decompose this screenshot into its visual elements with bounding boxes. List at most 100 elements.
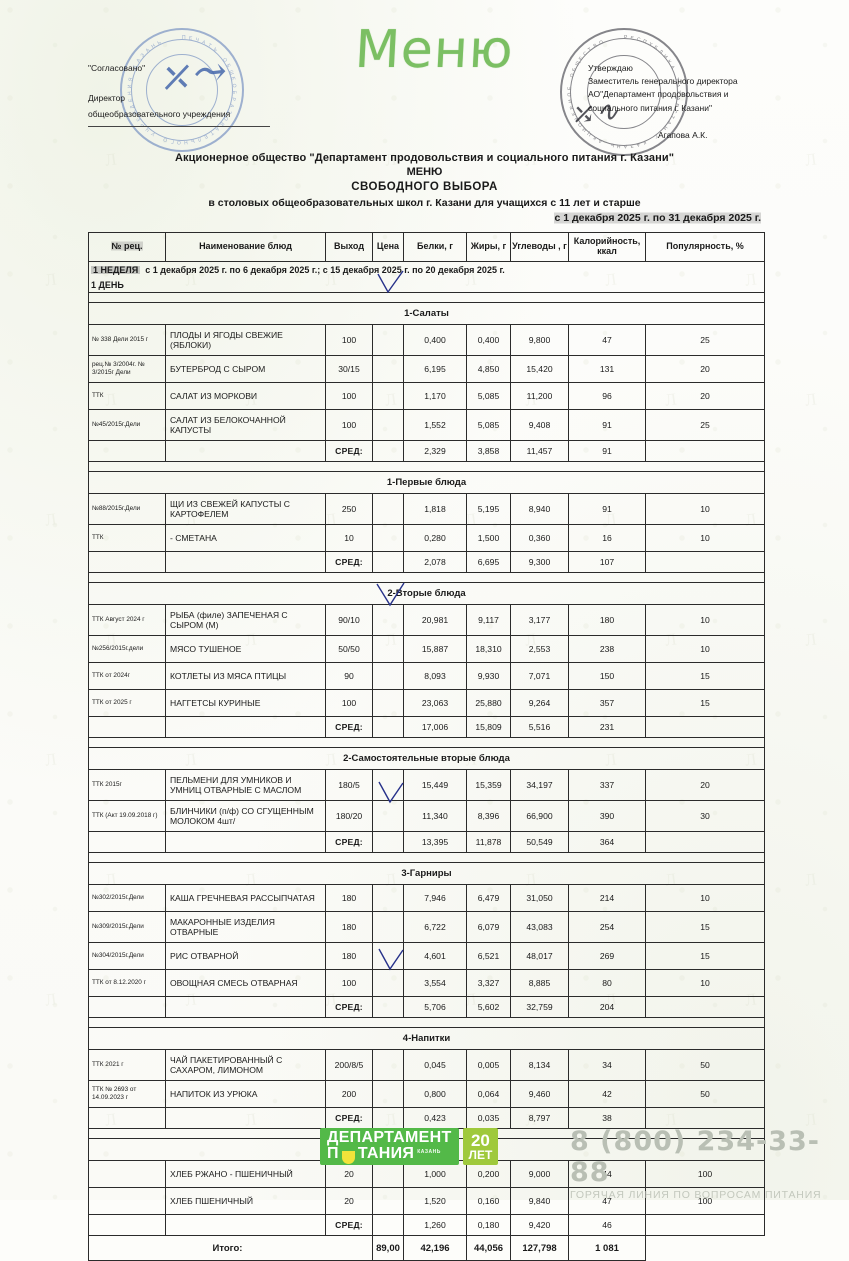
cell-popularity: 10 xyxy=(645,635,765,663)
cell-protein: 4,601 xyxy=(403,942,467,970)
cell-dish-name: БУТЕРБРОД С СЫРОМ xyxy=(165,355,326,383)
cell-popularity: 20 xyxy=(645,355,765,383)
cell-carbs: 9,408 xyxy=(510,409,569,441)
total-row: Итого: 89,00 42,196 44,056 127,798 1 081 xyxy=(88,1235,765,1261)
avg-protein: 17,006 xyxy=(403,716,467,738)
cell-carbs: 66,900 xyxy=(510,800,569,832)
cell-price xyxy=(372,800,404,832)
approval-role-right-3: социального питания г. Казани" xyxy=(588,102,712,113)
signature-line-left xyxy=(88,126,270,127)
avg-fat: 11,878 xyxy=(466,831,511,853)
cell-calories: 269 xyxy=(568,942,646,970)
table-row: ТТК - СМЕТАНА 10 0,280 1,500 0,360 16 10 xyxy=(88,524,765,552)
cell-price xyxy=(372,884,404,912)
approval-signer-name: Агапова А.К. xyxy=(658,129,708,140)
cell-protein: 0,400 xyxy=(403,324,467,356)
table-row: рец.№ 3/2004г. № 3/2015г Дели БУТЕРБРОД С… xyxy=(88,355,765,383)
cell-calories: 91 xyxy=(568,409,646,441)
cell-protein: 1,818 xyxy=(403,493,467,525)
logo-line-2-a: П xyxy=(327,1145,339,1162)
group-header-row: 2-Вторые блюда xyxy=(88,582,765,605)
group-title: 2-Вторые блюда xyxy=(88,582,765,605)
cell-dish-name: КАША ГРЕЧНЕВАЯ РАССЫПЧАТАЯ xyxy=(165,884,326,912)
cell-recipe-number: ТТК от 2025 г xyxy=(88,689,166,717)
cell-calories: 254 xyxy=(568,911,646,943)
avg-empty-price xyxy=(372,1214,404,1236)
cell-carbs: 7,071 xyxy=(510,662,569,690)
avg-empty-price xyxy=(372,831,404,853)
avg-calories: 364 xyxy=(568,831,646,853)
table-row: №304/2015г.Дели РИС ОТВАРНОЙ 180 4,601 6,521… xyxy=(88,942,765,970)
cell-protein: 8,093 xyxy=(403,662,467,690)
approval-role-right-2: АО"Департамент продовольствия и xyxy=(588,89,729,100)
cell-carbs: 9,000 xyxy=(510,1160,569,1188)
cell-popularity: 10 xyxy=(645,969,765,997)
cell-calories: 150 xyxy=(568,662,646,690)
group-header-row: 4-Напитки xyxy=(88,1027,765,1050)
cell-recipe-number: ТТК xyxy=(88,382,166,410)
cell-price xyxy=(372,662,404,690)
avg-fat: 3,858 xyxy=(466,440,511,462)
hotline-number: 8 (800) 234-33-88 xyxy=(570,1126,820,1188)
avg-protein: 1,260 xyxy=(403,1214,467,1236)
cell-protein: 11,340 xyxy=(403,800,467,832)
group-average-row: СРЕД: 13,395 11,878 50,549 364 xyxy=(88,831,765,853)
cell-fat: 8,396 xyxy=(466,800,511,832)
table-row: №309/2015г.Дели МАКАРОННЫЕ ИЗДЕЛИЯ ОТВАРН… xyxy=(88,911,765,943)
hotline-caption: ГОРЯЧАЯ ЛИНИЯ ПО ВОПРОСАМ ПИТАНИЯ xyxy=(570,1189,822,1201)
group-spacer xyxy=(88,737,765,748)
week-header-row: 1 НЕДЕЛЯ с 1 декабря 2025 г. по 6 декабр… xyxy=(88,261,765,277)
group-title: 3-Гарниры xyxy=(88,862,765,885)
department-logo: ДЕПАРТАМЕНТ П ТАНИЯ КАЗАНЬ 20 ЛЕТ xyxy=(320,1128,499,1165)
avg-label: СРЕД: xyxy=(325,716,373,738)
group-spacer xyxy=(88,1017,765,1028)
avg-empty-name xyxy=(165,551,326,573)
total-price: 89,00 xyxy=(372,1235,404,1261)
cell-recipe-number: ТТК от 8.12.2020 г xyxy=(88,969,166,997)
avg-fat: 6,695 xyxy=(466,551,511,573)
cell-recipe-number: ТТК № 2693 от 14.09.2023 г xyxy=(88,1080,166,1108)
cell-popularity: 10 xyxy=(645,493,765,525)
cell-fat: 18,310 xyxy=(466,635,511,663)
approval-left-block: "Согласовано" Директор общеобразовательн… xyxy=(88,60,230,122)
cell-fat: 6,079 xyxy=(466,911,511,943)
cell-protein: 3,554 xyxy=(403,969,467,997)
cell-carbs: 15,420 xyxy=(510,355,569,383)
cell-recipe-number: №304/2015г.Дели xyxy=(88,942,166,970)
cell-carbs: 11,200 xyxy=(510,382,569,410)
cell-output: 30/15 xyxy=(325,355,373,383)
avg-empty-pop xyxy=(645,1107,765,1129)
menu-table: № рец. Наименование блюд Выход Цена Белк… xyxy=(88,232,765,1261)
col-output: Выход xyxy=(325,232,373,262)
cell-calories: 42 xyxy=(568,1080,646,1108)
cell-carbs: 0,360 xyxy=(510,524,569,552)
avg-empty-rec xyxy=(88,440,166,462)
col-price: Цена xyxy=(372,232,404,262)
avg-protein: 13,395 xyxy=(403,831,467,853)
logo-city-label: КАЗАНЬ xyxy=(417,1148,441,1155)
table-row: ТТК от 2024г КОТЛЕТЫ ИЗ МЯСА ПТИЦЫ 90 8,093… xyxy=(88,662,765,690)
cell-popularity: 15 xyxy=(645,689,765,717)
group-spacer xyxy=(88,852,765,863)
cell-fat: 0,005 xyxy=(466,1049,511,1081)
cell-dish-name: РИС ОТВАРНОЙ xyxy=(165,942,326,970)
total-carbs: 127,798 xyxy=(510,1235,569,1261)
group-header-row: 2-Самостоятельные вторые блюда xyxy=(88,747,765,770)
logo-line-2-b: ТАНИЯ xyxy=(357,1145,415,1162)
group-title: 1-Салаты xyxy=(88,302,765,325)
avg-empty-pop xyxy=(645,831,765,853)
col-recipe-number: № рец. xyxy=(88,232,166,262)
group-header-row: 1-Салаты xyxy=(88,302,765,325)
logo-line-2: П ТАНИЯ КАЗАНЬ xyxy=(327,1145,452,1164)
menu-table-body: 1 НЕДЕЛЯ с 1 декабря 2025 г. по 6 декабр… xyxy=(88,261,765,1261)
avg-fat: 0,180 xyxy=(466,1214,511,1236)
table-row: №256/2015г.дели МЯСО ТУШЕНОЕ 50/50 15,887 18… xyxy=(88,635,765,663)
col-fat: Жиры, г xyxy=(466,232,511,262)
cell-recipe-number: №88/2015г.Дели xyxy=(88,493,166,525)
cell-dish-name: САЛАТ ИЗ БЕЛОКОЧАННОЙ КАПУСТЫ xyxy=(165,409,326,441)
avg-fat: 5,602 xyxy=(466,996,511,1018)
cell-fat: 5,085 xyxy=(466,409,511,441)
cell-recipe-number: ТТК (Акт 19.09.2018 г) xyxy=(88,800,166,832)
group-spacer xyxy=(88,461,765,472)
cell-carbs: 43,083 xyxy=(510,911,569,943)
